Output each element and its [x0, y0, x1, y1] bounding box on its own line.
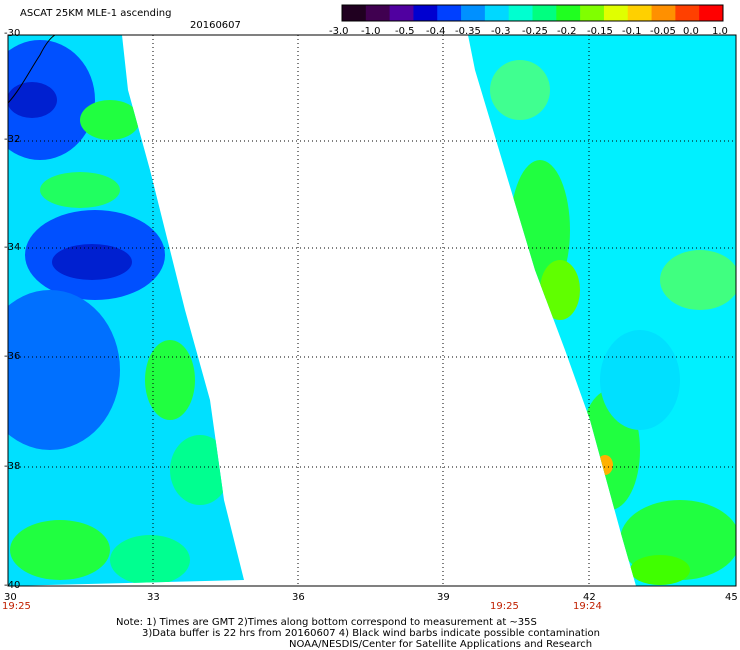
- colorbar-label: -0.5: [395, 26, 415, 37]
- y-axis-label: -36: [4, 351, 21, 362]
- colorbar-label: -3.0: [329, 26, 349, 37]
- colorbar-label: -0.25: [522, 26, 548, 37]
- x-axis-label: 33: [147, 592, 160, 603]
- colorbar-label: -0.4: [426, 26, 446, 37]
- colorbar-cell: [532, 5, 557, 21]
- colorbar-label: -0.15: [587, 26, 613, 37]
- colorbar-label: 1.0: [712, 26, 728, 37]
- colorbar-cell: [699, 5, 724, 21]
- x-axis-label: 42: [583, 592, 596, 603]
- colorbar-cell: [627, 5, 653, 21]
- colorbar-cell: [580, 5, 605, 21]
- colorbar-label: -1.0: [361, 26, 381, 37]
- x-axis-label: 39: [437, 592, 450, 603]
- colorbar-cell: [365, 5, 391, 21]
- note-line-3: NOAA/NESDIS/Center for Satellite Applica…: [289, 639, 593, 650]
- colorbar-cell: [651, 5, 676, 21]
- colorbar-cell: [342, 5, 367, 21]
- colorbar: [341, 4, 724, 22]
- colorbar-label: -0.05: [650, 26, 676, 37]
- colorbar-cell: [413, 5, 438, 21]
- colorbar-label: -0.1: [622, 26, 642, 37]
- swath-left: [8, 35, 244, 586]
- colorbar-cell: [675, 5, 700, 21]
- grid: [8, 35, 736, 586]
- colorbar-cell: [508, 5, 533, 21]
- note-line-2: 3)Data buffer is 22 hrs from 20160607 4)…: [142, 628, 600, 639]
- colorbar-cell: [389, 5, 414, 21]
- coastline: [7, 34, 56, 104]
- y-axis-label: -30: [4, 28, 21, 39]
- note-line-1: Note: 1) Times are GMT 2)Times along bot…: [116, 617, 537, 628]
- y-axis-label: -34: [4, 242, 21, 253]
- y-axis-label: -40: [4, 580, 21, 591]
- colorbar-cell: [437, 5, 462, 21]
- time-mid: 19:25: [490, 601, 519, 612]
- y-axis-label: -32: [4, 134, 21, 145]
- y-axis-label: -38: [4, 461, 21, 472]
- date: 20160607: [190, 20, 241, 31]
- title: ASCAT 25KM MLE-1 ascending: [20, 8, 172, 19]
- colorbar-label: -0.2: [557, 26, 577, 37]
- plot-frame: [7, 34, 737, 587]
- colorbar-cell: [484, 5, 510, 21]
- colorbar-label: -0.3: [491, 26, 511, 37]
- time-right: 19:24: [573, 601, 602, 612]
- time-left: 19:25: [2, 601, 31, 612]
- x-axis-label: 36: [292, 592, 305, 603]
- swath-right: [468, 35, 736, 586]
- colorbar-label: -0.35: [455, 26, 481, 37]
- x-axis-label: 45: [725, 592, 738, 603]
- colorbar-cell: [461, 5, 486, 21]
- colorbar-cell: [603, 5, 629, 21]
- colorbar-label: 0.0: [683, 26, 699, 37]
- x-axis-label: 30: [4, 592, 17, 603]
- colorbar-cell: [556, 5, 581, 21]
